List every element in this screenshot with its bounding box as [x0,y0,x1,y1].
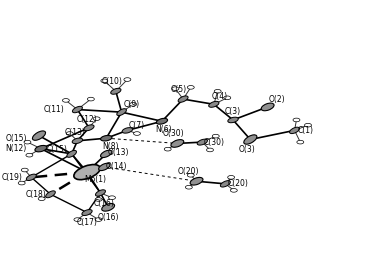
Text: O(3): O(3) [238,146,255,155]
Ellipse shape [224,96,231,100]
Ellipse shape [220,181,230,187]
Ellipse shape [21,168,28,172]
Text: N(6): N(6) [156,124,172,134]
Text: C(4): C(4) [212,92,228,101]
Ellipse shape [293,118,300,122]
Ellipse shape [95,218,102,221]
Ellipse shape [130,102,136,106]
Ellipse shape [35,146,47,152]
Ellipse shape [84,125,94,131]
Text: Mo(1): Mo(1) [84,175,107,184]
Text: C(15): C(15) [47,145,67,154]
Text: C(12): C(12) [77,115,97,124]
Ellipse shape [24,140,31,144]
Text: C(11): C(11) [44,105,65,114]
Ellipse shape [99,163,110,171]
Text: O(15): O(15) [6,134,27,143]
Text: C(30): C(30) [204,138,225,147]
Text: C(3): C(3) [225,107,241,116]
Text: C(16): C(16) [94,199,115,208]
Ellipse shape [72,138,83,144]
Ellipse shape [111,88,121,94]
Ellipse shape [96,190,105,196]
Ellipse shape [95,198,102,201]
Ellipse shape [187,173,194,177]
Ellipse shape [26,153,33,157]
Ellipse shape [87,97,94,101]
Ellipse shape [244,135,257,144]
Text: C(13): C(13) [65,128,86,138]
Ellipse shape [18,181,25,185]
Ellipse shape [190,177,203,185]
Ellipse shape [124,78,131,81]
Ellipse shape [214,89,221,93]
Ellipse shape [102,203,114,211]
Ellipse shape [171,140,184,147]
Ellipse shape [109,196,116,200]
Ellipse shape [100,150,112,157]
Ellipse shape [261,103,274,111]
Ellipse shape [185,185,192,189]
Ellipse shape [117,109,127,116]
Ellipse shape [122,128,132,133]
Ellipse shape [67,150,76,157]
Text: C(1): C(1) [298,126,314,135]
Text: C(10): C(10) [102,77,122,86]
Text: N(12): N(12) [5,144,27,153]
Text: C(7): C(7) [129,121,145,130]
Ellipse shape [100,135,112,141]
Text: O(30): O(30) [163,129,184,138]
Text: C(20): C(20) [227,179,248,188]
Ellipse shape [228,176,234,179]
Ellipse shape [101,79,108,83]
Ellipse shape [93,117,100,120]
Text: N(8): N(8) [102,142,118,151]
Ellipse shape [164,147,171,151]
Ellipse shape [228,117,238,123]
Ellipse shape [207,148,214,152]
Text: O(16): O(16) [97,213,119,222]
Ellipse shape [212,134,219,138]
Text: C(9): C(9) [123,100,139,109]
Ellipse shape [305,123,312,127]
Ellipse shape [82,210,92,215]
Ellipse shape [230,189,237,192]
Text: C(18): C(18) [25,190,46,199]
Ellipse shape [297,140,304,144]
Ellipse shape [74,165,100,180]
Text: C(5): C(5) [171,85,187,94]
Text: O(20): O(20) [178,167,200,176]
Ellipse shape [156,118,167,124]
Text: C(17): C(17) [76,218,98,227]
Ellipse shape [134,132,140,135]
Text: C(19): C(19) [2,173,22,182]
Ellipse shape [66,132,73,135]
Ellipse shape [46,191,55,198]
Text: O(2): O(2) [269,95,285,104]
Ellipse shape [209,101,219,107]
Ellipse shape [197,139,207,145]
Ellipse shape [62,99,69,102]
Ellipse shape [73,106,82,113]
Text: O(14): O(14) [106,163,127,171]
Ellipse shape [33,131,45,140]
Ellipse shape [172,87,179,90]
Ellipse shape [187,86,194,89]
Ellipse shape [38,197,45,201]
Ellipse shape [26,174,36,181]
Text: O(13): O(13) [108,148,129,157]
Ellipse shape [74,218,81,221]
Ellipse shape [290,127,299,134]
Ellipse shape [178,96,188,102]
